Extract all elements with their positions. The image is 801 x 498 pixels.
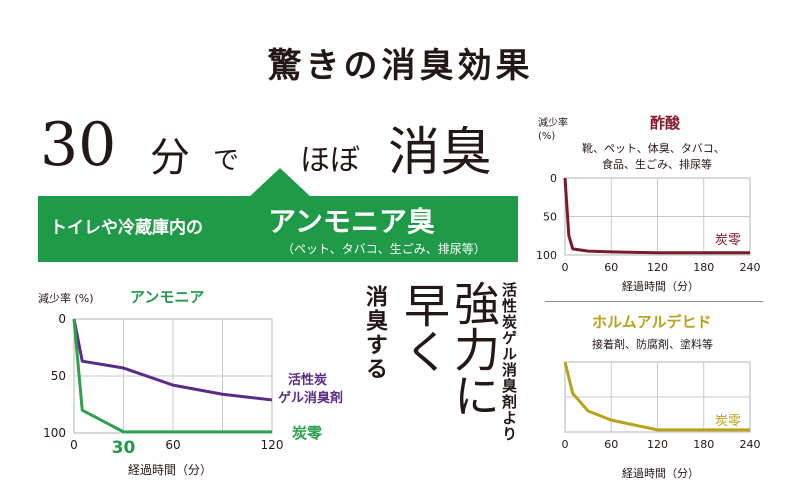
x-axis-label: 経過時間（分） — [128, 463, 212, 477]
y-tick-label: 50 — [51, 369, 66, 383]
y-axis-label-line2: (%) — [538, 131, 555, 142]
x-tick-label: 180 — [693, 261, 714, 274]
banner-line-1: トイレや冷蔵庫内の — [50, 218, 203, 238]
x-tick-label: 60 — [604, 261, 618, 274]
x-tick-label: 60 — [165, 438, 180, 452]
y-tick-label: 100 — [536, 249, 557, 262]
callout-comparison: 活性炭ゲル消臭剤より — [500, 282, 518, 442]
x-tick-label: 30 — [112, 438, 136, 458]
legend-activated-carbon: 活性炭 ゲル消臭剤 — [278, 372, 343, 406]
legend-tanzero: 炭零 — [715, 233, 741, 248]
legend-activated-carbon-line1: 活性炭 — [288, 372, 327, 388]
x-tick-label: 120 — [647, 438, 668, 451]
y-axis-label-line1: 減少率 — [538, 116, 568, 129]
y-axis-label: 減少率 (%) — [538, 116, 571, 142]
headline-number: 30 — [40, 110, 117, 180]
y-tick-label: 100 — [43, 426, 66, 440]
main-title: 驚きの消臭効果 — [267, 46, 534, 86]
x-tick-label: 0 — [562, 438, 569, 451]
ammonia-chart: アンモニア 減少率 (%) 経過時間（分） 0 30 60 120 0 50 100 活性炭… — [38, 288, 343, 477]
legend-tanzero: 炭零 — [715, 414, 741, 429]
x-tick-label: 60 — [604, 438, 618, 451]
banner-line-2: アンモニア臭 — [268, 205, 435, 238]
chart-subtitle-2: 食品、生ごみ、排尿等 — [602, 157, 712, 171]
chart-title: ホルムアルデヒド — [592, 313, 712, 331]
y-axis-label: 減少率 (%) — [38, 291, 94, 305]
banner-pointer — [248, 168, 312, 198]
y-tick-label: 0 — [58, 312, 66, 326]
y-tick-label: 50 — [543, 211, 557, 224]
legend-activated-carbon-line2: ゲル消臭剤 — [278, 390, 343, 406]
x-axis-label: 経過時間（分） — [622, 467, 699, 480]
green-banner — [38, 196, 518, 262]
headline-deodorize: 消臭 — [388, 123, 493, 183]
x-tick-label: 0 — [562, 261, 569, 274]
formaldehyde-chart: ホルムアルデヒド 接着剤、防腐剤、塗料等 経過時間（分） 0 60 120 180 24… — [562, 313, 761, 480]
chart-title: アンモニア — [130, 288, 204, 306]
chart-title: 酢酸 — [650, 114, 681, 132]
chart-subtitle-1: 靴、ペット、体臭、タバコ、 — [582, 141, 725, 155]
chart-divider — [545, 301, 763, 302]
series-line-0 — [72, 318, 273, 402]
x-tick-label: 120 — [261, 438, 284, 452]
callout-deodorize: 消臭する — [362, 285, 387, 381]
x-tick-label: 0 — [70, 438, 78, 452]
x-axis-label: 経過時間（分） — [622, 280, 699, 293]
x-tick-label: 120 — [647, 261, 668, 274]
series-line-0 — [563, 361, 750, 432]
headline-minutes: 分 — [150, 135, 190, 181]
banner-line-3: （ペット、タバコ、生ごみ、排尿等） — [282, 242, 486, 256]
chart-subtitle-1: 接着剤、防腐剤、塗料等 — [592, 337, 713, 351]
x-tick-label: 180 — [693, 438, 714, 451]
x-tick-label: 240 — [740, 438, 761, 451]
series-line-0 — [563, 177, 750, 255]
series-line-1 — [72, 318, 272, 434]
acetic-acid-chart: 酢酸 減少率 (%) 靴、ペット、体臭、タバコ、 食品、生ごみ、排尿等 経過時間… — [536, 114, 761, 293]
legend-tanzero: 炭零 — [292, 424, 323, 442]
callout-strong: 強力に — [447, 280, 501, 418]
y-tick-label: 0 — [550, 172, 557, 185]
callout-fast: 早く — [397, 282, 451, 374]
headline-particle: で — [213, 146, 240, 176]
x-tick-label: 240 — [740, 261, 761, 274]
